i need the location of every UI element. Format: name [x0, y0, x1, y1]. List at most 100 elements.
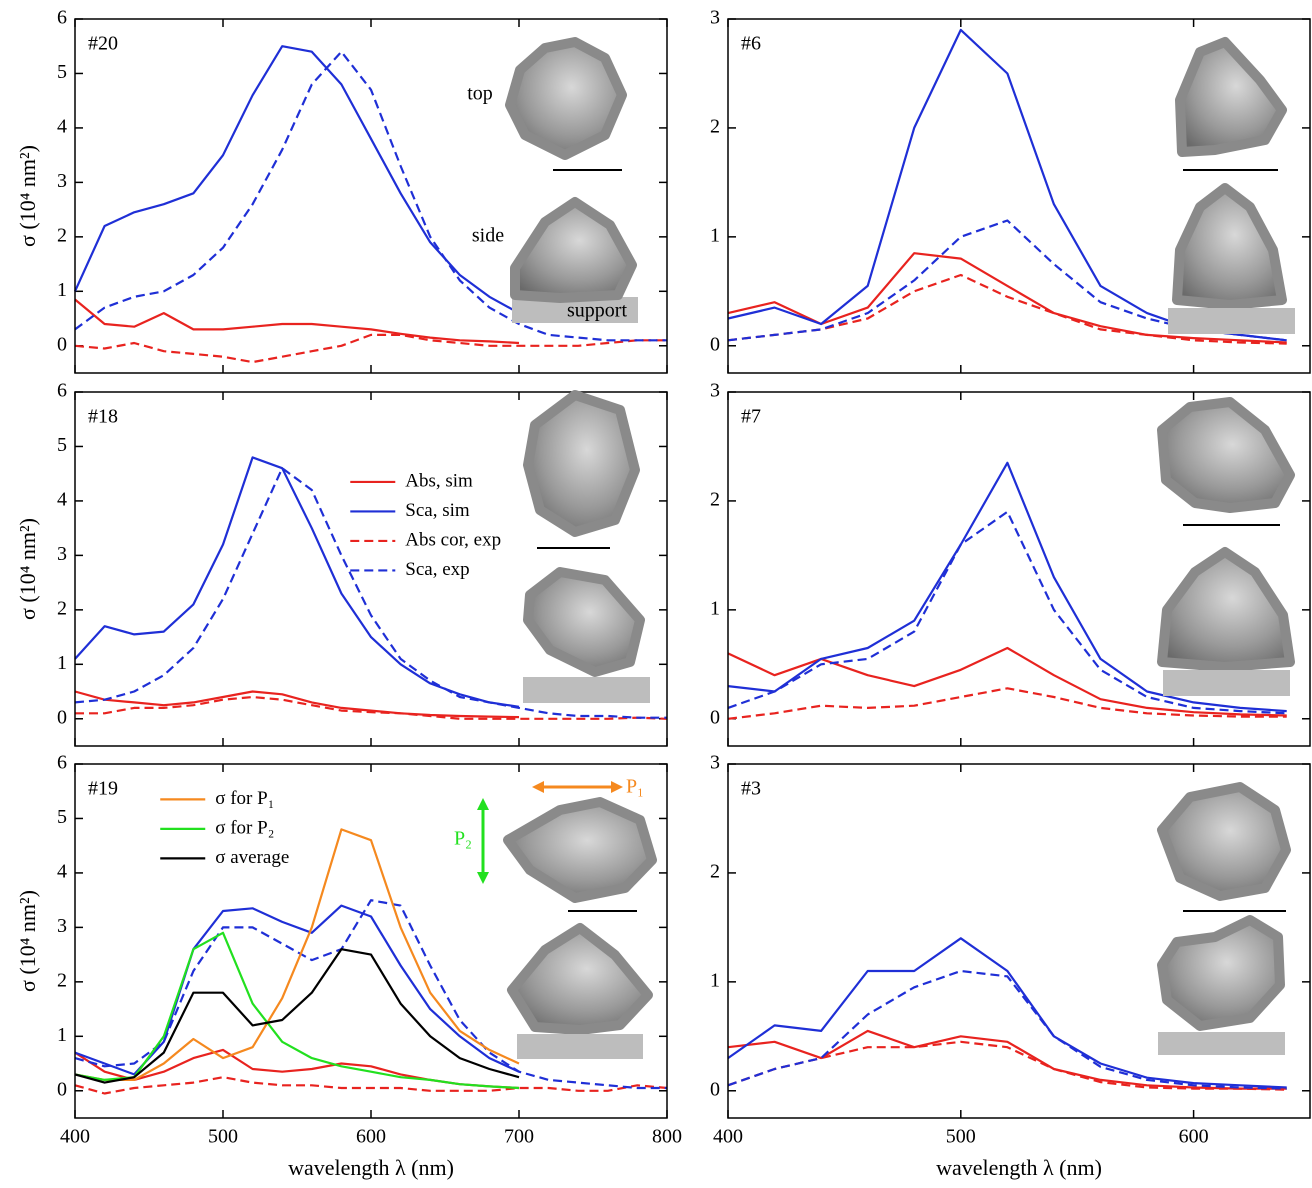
series-line [727, 1040, 1287, 1091]
x-tick-label: 700 [504, 1126, 534, 1148]
panel: 0 1 2 3 400 500 600 #3 wavelength λ (nm) [710, 752, 1311, 1180]
particle [503, 797, 657, 903]
y-tick-label: 5 [57, 61, 67, 83]
y-tick-label: 0 [710, 333, 720, 355]
x-axis-label: wavelength λ (nm) [936, 1155, 1102, 1180]
x-tick-label: 400 [60, 1126, 90, 1148]
support [1168, 308, 1295, 334]
annotation: P₂ [454, 828, 472, 850]
series-line [727, 687, 1287, 720]
plot-frame [727, 18, 1311, 374]
y-tick-label: 1 [710, 597, 720, 619]
y-tick-label: 6 [57, 752, 67, 774]
y-tick-label: 3 [710, 380, 720, 402]
support [517, 1034, 643, 1059]
y-tick-label: 4 [57, 116, 67, 138]
particle [1175, 37, 1287, 157]
annotations: top side support Abs, sim Sca, sim Abs cor, e… [160, 83, 644, 868]
support [1163, 670, 1290, 696]
y-tick-label: 4 [57, 489, 67, 511]
panel-label: #3 [741, 778, 761, 800]
y-axis-label: σ (10⁴ nm²) [15, 890, 40, 992]
particle [523, 390, 640, 537]
series-line [74, 333, 667, 364]
y-tick-label: 2 [710, 861, 720, 883]
panel-label: #19 [88, 778, 118, 800]
particle [1157, 915, 1285, 1031]
y-tick-label: 1 [57, 1024, 67, 1046]
support [523, 677, 650, 703]
series-line [74, 931, 520, 1090]
y-tick-label: 4 [57, 861, 67, 883]
annotation: top [467, 83, 493, 105]
y-tick-label: 3 [57, 170, 67, 192]
panel-label: #7 [741, 406, 761, 428]
series-line [727, 969, 1287, 1090]
y-tick-label: 0 [57, 333, 67, 355]
arrow-head [611, 781, 623, 793]
particle [507, 923, 653, 1035]
annotation: support [567, 300, 627, 322]
x-axis-label: wavelength λ (nm) [288, 1155, 454, 1180]
particle [1157, 397, 1295, 513]
series-line [73, 45, 520, 315]
y-tick-label: 3 [57, 543, 67, 565]
series-line [74, 467, 667, 719]
particle [505, 37, 627, 160]
x-tick-label: 800 [652, 1126, 682, 1148]
y-axis-label: σ (10⁴ nm²) [15, 145, 40, 247]
particle [1157, 782, 1291, 901]
x-tick-label: 400 [713, 1126, 743, 1148]
x-tick-label: 500 [208, 1126, 238, 1148]
arrow-head [477, 872, 489, 884]
series-line [74, 298, 520, 345]
y-tick-label: 1 [57, 652, 67, 674]
panel: 0 1 2 3 4 5 6 400 500 600 700 800 #19 σ (10⁴ nm²) wave… [15, 752, 682, 1180]
series-line [74, 948, 520, 1084]
y-tick-label: 2 [57, 969, 67, 991]
arrow-head [477, 798, 489, 810]
series-line [74, 828, 520, 1081]
plot-frame [727, 763, 1311, 1119]
y-tick-label: 2 [710, 489, 720, 511]
series-line [727, 937, 1287, 1089]
y-tick-label: 2 [57, 597, 67, 619]
plots: 0 1 2 3 4 5 6 #20 σ (10⁴ nm²) 0 1 2 3 #6 0 1 2 3 4 5 6 #18 σ (… [15, 7, 1311, 1180]
y-tick-label: 5 [57, 806, 67, 828]
y-tick-label: 0 [710, 1078, 720, 1100]
plot-frame [74, 391, 668, 747]
series-line [74, 50, 667, 342]
x-tick-label: 600 [1179, 1126, 1209, 1148]
series-line [74, 899, 667, 1090]
y-tick-label: 3 [57, 915, 67, 937]
panel-label: #20 [88, 33, 118, 55]
series-line [727, 273, 1287, 345]
y-tick-label: 1 [57, 279, 67, 301]
y-tick-label: 2 [710, 116, 720, 138]
legend-label: σ for P₁ [215, 788, 274, 809]
y-tick-label: 5 [57, 434, 67, 456]
y-axis-label: σ (10⁴ nm²) [15, 518, 40, 620]
particle [523, 567, 645, 677]
plot-frame [727, 391, 1311, 747]
particle [510, 197, 637, 303]
series-line [727, 461, 1287, 713]
support [1158, 1032, 1285, 1055]
series-line [727, 510, 1287, 715]
series-line [74, 1076, 668, 1095]
series-line [75, 695, 668, 720]
y-tick-label: 1 [710, 224, 720, 246]
panel: 0 1 2 3 4 5 6 #18 σ (10⁴ nm²) [15, 380, 668, 747]
annotation: P₁ [626, 776, 644, 798]
legend-label: Sca, sim [405, 500, 470, 521]
y-tick-label: 3 [710, 7, 720, 29]
particle [1157, 547, 1295, 672]
arrow-head [532, 781, 544, 793]
plot-frame [74, 763, 668, 1119]
legend-label: Abs, sim [405, 470, 473, 491]
x-tick-label: 500 [946, 1126, 976, 1148]
y-tick-label: 2 [57, 224, 67, 246]
series-line [74, 690, 520, 719]
panel: 0 1 2 3 #7 [710, 380, 1311, 747]
